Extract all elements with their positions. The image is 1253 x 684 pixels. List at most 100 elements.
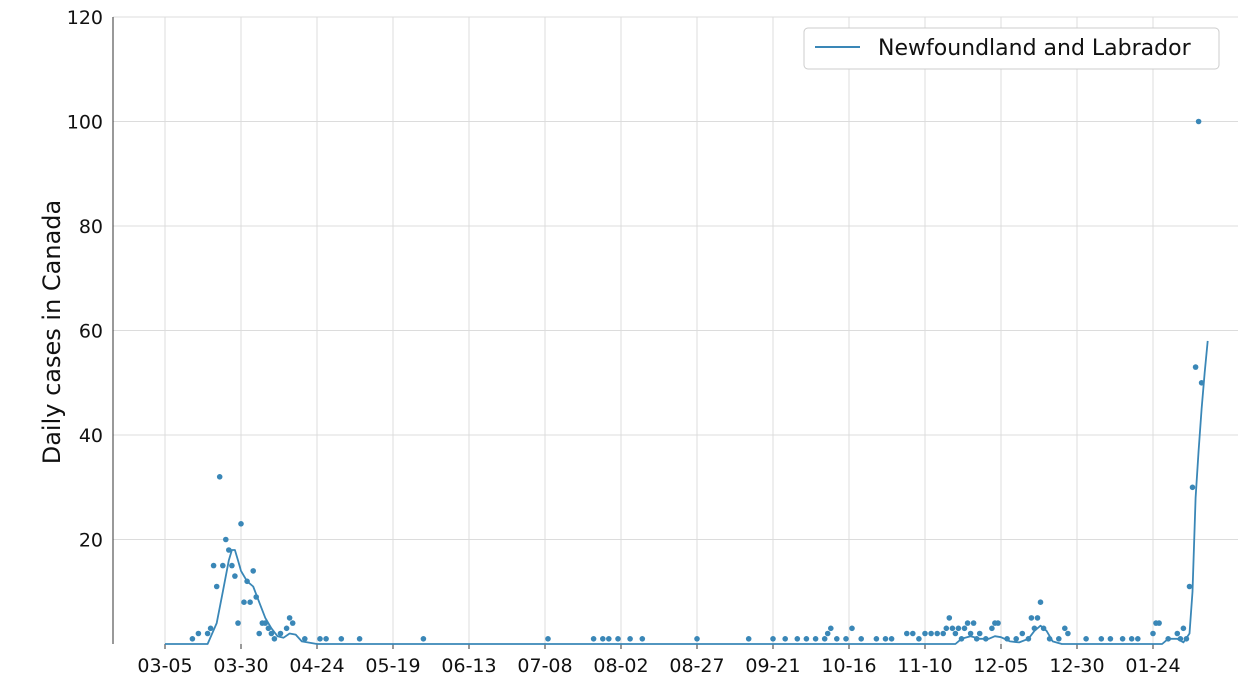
data-point bbox=[1028, 615, 1035, 621]
data-point bbox=[271, 636, 278, 642]
x-tick-label: 12-30 bbox=[1049, 655, 1104, 677]
data-point bbox=[229, 562, 235, 569]
y-tick-label: 20 bbox=[79, 530, 103, 552]
data-point bbox=[256, 630, 263, 637]
data-point bbox=[1183, 636, 1190, 642]
data-point bbox=[973, 636, 980, 642]
data-point bbox=[286, 615, 293, 621]
data-point bbox=[244, 578, 250, 585]
data-point bbox=[955, 625, 962, 632]
data-point bbox=[1165, 636, 1171, 642]
data-point bbox=[317, 636, 323, 642]
data-point bbox=[770, 636, 776, 642]
x-tick-label: 08-27 bbox=[669, 655, 724, 677]
data-point bbox=[873, 636, 880, 642]
data-point bbox=[265, 625, 272, 632]
data-point bbox=[794, 636, 801, 642]
data-point bbox=[916, 636, 922, 642]
legend-label: Newfoundland and Labrador bbox=[878, 36, 1192, 61]
data-point bbox=[882, 636, 889, 642]
x-tick-label: 09-21 bbox=[745, 655, 800, 677]
data-point bbox=[207, 625, 214, 632]
x-tick-label: 06-13 bbox=[441, 655, 496, 677]
data-point bbox=[946, 615, 953, 621]
x-tick-label: 07-08 bbox=[517, 655, 572, 677]
legend-box bbox=[803, 27, 1220, 70]
data-point bbox=[213, 583, 220, 590]
data-point bbox=[1180, 625, 1187, 632]
data-point bbox=[204, 630, 211, 637]
data-point bbox=[821, 636, 828, 642]
data-point bbox=[226, 547, 232, 553]
data-point bbox=[694, 636, 700, 642]
data-point bbox=[235, 620, 241, 626]
tick-labels: 20 40 60 80 100 120 03-05 03-30 04-24 05-19 06-13 0… bbox=[67, 7, 1181, 677]
data-point bbox=[1056, 636, 1062, 642]
data-point bbox=[247, 599, 253, 605]
data-point bbox=[302, 636, 308, 642]
data-point bbox=[1195, 118, 1202, 125]
data-point bbox=[949, 625, 956, 632]
data-point bbox=[590, 636, 597, 642]
data-point bbox=[1119, 636, 1126, 642]
data-point bbox=[356, 636, 363, 642]
data-point bbox=[812, 636, 819, 642]
data-point bbox=[910, 630, 916, 637]
data-point bbox=[1189, 484, 1196, 491]
data-point bbox=[1128, 636, 1135, 642]
data-point bbox=[934, 630, 940, 637]
data-point bbox=[745, 636, 752, 642]
data-point bbox=[1135, 636, 1141, 642]
data-point bbox=[976, 630, 983, 637]
data-point bbox=[970, 620, 977, 626]
data-point bbox=[268, 630, 275, 637]
data-point bbox=[241, 599, 247, 605]
data-point bbox=[545, 636, 551, 642]
data-point bbox=[1150, 630, 1156, 637]
data-point bbox=[967, 630, 974, 637]
data-point bbox=[1083, 636, 1089, 642]
x-tick-label: 12-05 bbox=[973, 655, 1028, 677]
data-point bbox=[250, 568, 256, 574]
data-point bbox=[1019, 630, 1026, 637]
data-point bbox=[1013, 636, 1019, 642]
data-point bbox=[1037, 599, 1044, 605]
series bbox=[165, 118, 1209, 645]
data-point bbox=[420, 636, 427, 642]
x-tick-label: 08-02 bbox=[593, 655, 648, 677]
data-point bbox=[615, 636, 621, 642]
data-point bbox=[1156, 620, 1162, 626]
data-point bbox=[828, 625, 834, 632]
data-point bbox=[1192, 364, 1199, 370]
grid bbox=[113, 16, 1238, 644]
data-point bbox=[338, 636, 345, 642]
data-point bbox=[1025, 636, 1032, 642]
y-tick-label: 80 bbox=[79, 216, 103, 238]
data-point bbox=[940, 630, 946, 637]
x-tick-label: 03-30 bbox=[213, 655, 268, 677]
data-point bbox=[323, 636, 329, 642]
data-point bbox=[928, 630, 934, 637]
data-point bbox=[952, 630, 959, 637]
data-point bbox=[995, 620, 1001, 626]
data-point bbox=[888, 636, 895, 642]
data-point bbox=[606, 636, 612, 642]
data-point bbox=[627, 636, 633, 642]
data-point bbox=[262, 620, 269, 626]
data-point bbox=[216, 474, 223, 480]
data-point bbox=[253, 594, 259, 600]
series-line bbox=[165, 340, 1209, 645]
data-point bbox=[849, 625, 855, 632]
legend: Newfoundland and Labrador bbox=[803, 27, 1220, 70]
data-point bbox=[834, 636, 840, 642]
data-point bbox=[238, 521, 244, 527]
data-point bbox=[289, 620, 296, 626]
data-point bbox=[843, 636, 849, 642]
data-point bbox=[220, 562, 226, 569]
x-tick-label: 04-24 bbox=[289, 655, 344, 677]
x-tick-label: 05-19 bbox=[365, 655, 420, 677]
y-tick-label: 120 bbox=[67, 7, 103, 29]
data-point bbox=[858, 636, 864, 642]
data-point bbox=[283, 625, 290, 632]
